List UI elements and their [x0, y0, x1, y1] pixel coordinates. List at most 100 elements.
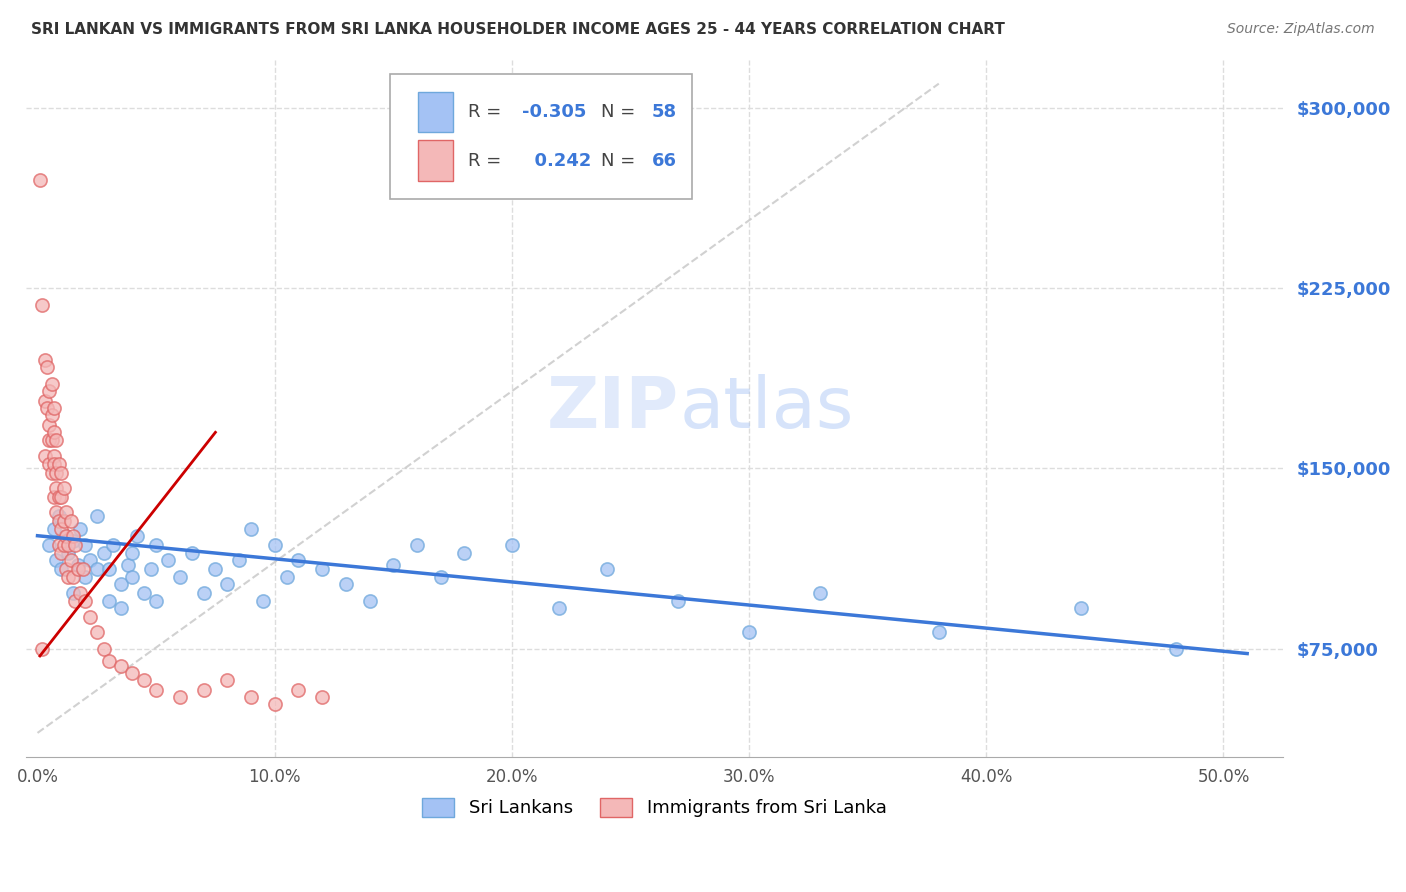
Point — [38, 433, 60, 447]
Point — [45, 481, 67, 495]
Point — [45, 505, 67, 519]
Point — [45, 553, 67, 567]
Point — [62, 569, 84, 583]
Point — [86, 509, 108, 524]
Point — [311, 690, 333, 704]
Point — [359, 593, 381, 607]
Point — [501, 538, 523, 552]
Point — [145, 538, 167, 552]
Point — [31, 641, 53, 656]
Point — [145, 593, 167, 607]
Point — [48, 509, 70, 524]
Point — [38, 538, 60, 552]
Point — [335, 577, 357, 591]
Point — [52, 481, 75, 495]
Bar — [418, 141, 453, 181]
Point — [51, 562, 73, 576]
Point — [48, 490, 70, 504]
Point — [103, 538, 125, 552]
Point — [808, 586, 831, 600]
Legend: Sri Lankans, Immigrants from Sri Lanka: Sri Lankans, Immigrants from Sri Lanka — [415, 791, 894, 824]
Point — [62, 586, 84, 600]
Point — [55, 505, 77, 519]
FancyBboxPatch shape — [391, 73, 692, 199]
Point — [93, 545, 115, 559]
Point — [548, 600, 571, 615]
Point — [121, 569, 143, 583]
Point — [58, 569, 80, 583]
Point — [45, 466, 67, 480]
Point — [1070, 600, 1092, 615]
Point — [141, 562, 163, 576]
Point — [42, 490, 65, 504]
Point — [406, 538, 429, 552]
Point — [156, 553, 179, 567]
Point — [193, 586, 215, 600]
Point — [42, 401, 65, 416]
Text: R =: R = — [468, 152, 508, 169]
Point — [180, 545, 202, 559]
Point — [42, 425, 65, 440]
Point — [86, 562, 108, 576]
Point — [45, 433, 67, 447]
Point — [59, 514, 82, 528]
Point — [666, 593, 689, 607]
Point — [66, 562, 89, 576]
Point — [65, 593, 87, 607]
Point — [48, 538, 70, 552]
Point — [48, 514, 70, 528]
Text: ZIP: ZIP — [547, 374, 679, 442]
Point — [263, 538, 285, 552]
Point — [42, 457, 65, 471]
Point — [34, 394, 56, 409]
Text: 0.242: 0.242 — [522, 152, 592, 169]
Point — [73, 569, 96, 583]
Point — [204, 562, 226, 576]
Text: R =: R = — [468, 103, 508, 121]
Point — [217, 577, 239, 591]
Point — [52, 514, 75, 528]
Point — [596, 562, 619, 576]
Point — [110, 577, 132, 591]
Text: 66: 66 — [652, 152, 676, 169]
Point — [145, 682, 167, 697]
Point — [79, 610, 101, 624]
Point — [51, 490, 73, 504]
Point — [169, 569, 191, 583]
Point — [62, 533, 84, 548]
Point — [51, 466, 73, 480]
Point — [58, 538, 80, 552]
Point — [117, 558, 139, 572]
Point — [42, 522, 65, 536]
Point — [928, 624, 950, 639]
Point — [93, 641, 115, 656]
Point — [51, 522, 73, 536]
Point — [1164, 641, 1187, 656]
Text: N =: N = — [602, 152, 641, 169]
Point — [72, 562, 94, 576]
Point — [69, 522, 91, 536]
Point — [429, 569, 451, 583]
Point — [38, 384, 60, 399]
Text: Source: ZipAtlas.com: Source: ZipAtlas.com — [1227, 22, 1375, 37]
Point — [59, 553, 82, 567]
Point — [252, 593, 274, 607]
Point — [35, 360, 58, 375]
Point — [38, 418, 60, 433]
Point — [58, 545, 80, 559]
Point — [34, 450, 56, 464]
Point — [134, 673, 156, 687]
Point — [228, 553, 250, 567]
Point — [97, 593, 120, 607]
Point — [31, 298, 53, 312]
Point — [276, 569, 298, 583]
Point — [55, 562, 77, 576]
Point — [69, 586, 91, 600]
Point — [193, 682, 215, 697]
Bar — [418, 92, 453, 132]
Point — [240, 522, 263, 536]
Point — [79, 553, 101, 567]
Point — [41, 377, 63, 392]
Point — [35, 401, 58, 416]
Point — [55, 529, 77, 543]
